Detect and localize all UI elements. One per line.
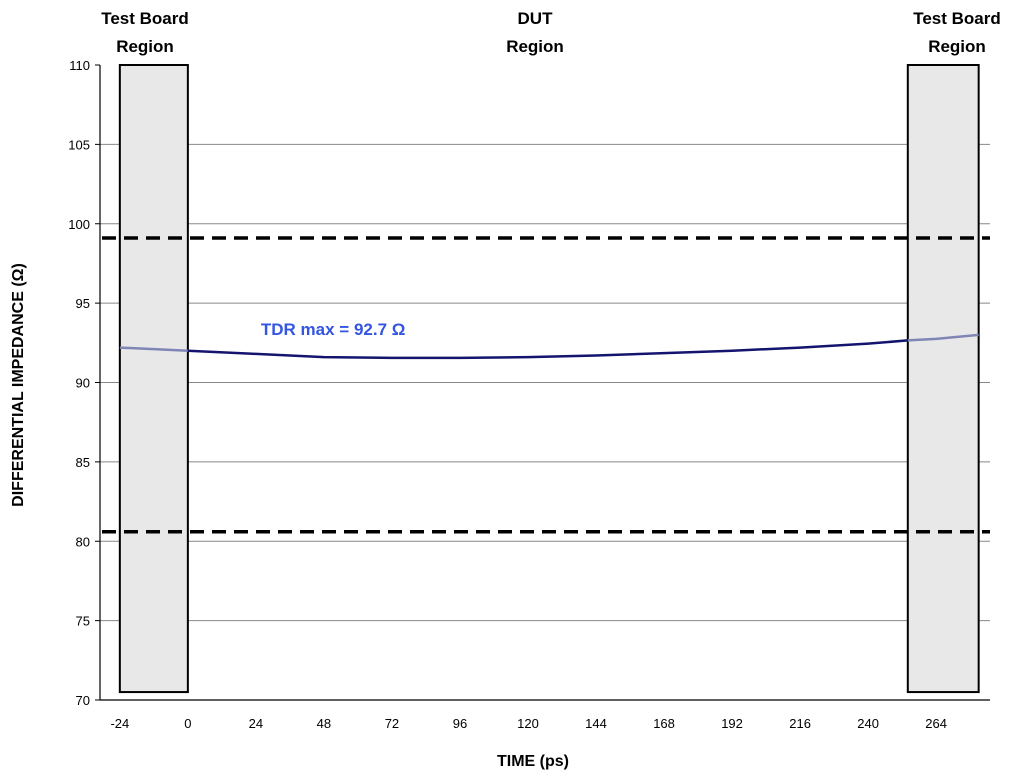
x-tick-label: 24	[249, 716, 263, 731]
region-label-center-line1: DUT	[518, 9, 554, 28]
series-line-right-board	[907, 333, 979, 342]
y-tick-label: 95	[76, 296, 90, 311]
y-axis-title: DIFFERENTIAL IMPEDANCE (Ω)	[10, 263, 27, 507]
y-tick-label: 90	[76, 376, 90, 391]
y-tick-label: 105	[68, 137, 90, 152]
x-tick-label: -24	[110, 716, 129, 731]
x-tick-label: 72	[385, 716, 399, 731]
series-line-dut	[187, 339, 908, 360]
x-tick-label: 0	[184, 716, 191, 731]
y-tick-label: 110	[69, 58, 90, 73]
region-label-right-line2: Region	[928, 37, 986, 56]
y-tick-label: 80	[76, 534, 90, 549]
x-tick-label: 120	[517, 716, 539, 731]
x-tick-label: 264	[925, 716, 947, 731]
x-tick-labels: -24 0 24 48 72 96 120 144 168 192 216 240 264	[110, 716, 947, 731]
region-label-right-line1: Test Board	[913, 9, 1001, 28]
x-tick-label: 48	[317, 716, 331, 731]
y-tick-label: 85	[76, 455, 90, 470]
y-tick-label: 100	[68, 217, 90, 232]
series-line-left-board	[119, 346, 188, 352]
x-tick-label: 144	[585, 716, 607, 731]
region-label-center-line2: Region	[506, 37, 564, 56]
y-tick-label: 75	[76, 614, 90, 629]
region-label-left-line2: Region	[116, 37, 174, 56]
x-tick-label: 240	[857, 716, 879, 731]
test-board-region-box	[906, 64, 980, 694]
x-tick-label: 192	[721, 716, 743, 731]
test-board-region-box	[118, 64, 189, 694]
test-board-regions	[118, 64, 980, 694]
y-tick-label: 70	[76, 693, 90, 708]
gridlines	[100, 143, 990, 622]
region-label-left-line1: Test Board	[101, 9, 189, 28]
x-tick-label: 216	[789, 716, 811, 731]
series-lines	[119, 333, 979, 360]
y-tick-labels: 110 105 100 95 90 85 80 75 70	[68, 58, 100, 708]
tdr-max-annotation: TDR max = 92.7 Ω	[261, 320, 406, 339]
x-tick-label: 168	[653, 716, 675, 731]
limit-lines	[102, 236, 990, 534]
x-axis-title: TIME (ps)	[497, 753, 569, 770]
x-tick-label: 96	[453, 716, 467, 731]
